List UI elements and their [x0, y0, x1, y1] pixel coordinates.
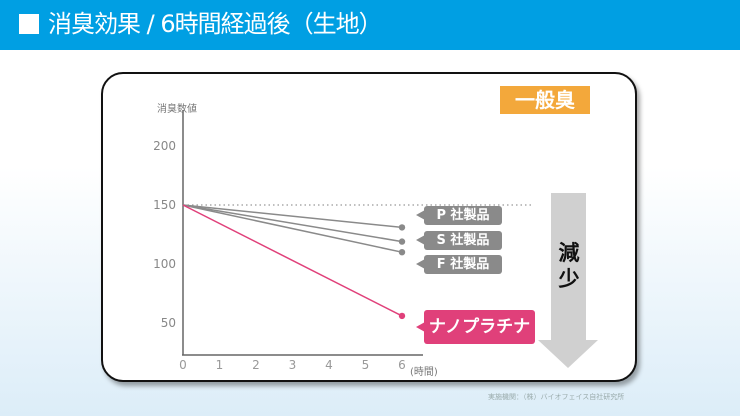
y-tick-label: 200: [153, 139, 176, 153]
series-line: [182, 204, 403, 243]
label-pointer: [416, 235, 425, 245]
label-pointer: [416, 259, 425, 269]
series-label-f: F 社製品: [424, 255, 502, 274]
label-pointer: [416, 322, 425, 332]
decrease-label: 減少: [558, 241, 580, 291]
x-tick-label: 1: [216, 358, 224, 372]
series-line: [182, 204, 403, 229]
x-tick-label: 6: [398, 358, 406, 372]
decrease-arrow-icon: [538, 193, 598, 368]
chart-card: [101, 72, 637, 382]
label-pointer: [416, 210, 425, 220]
y-tick-label: 100: [153, 257, 176, 271]
header-bar: 消臭効果 / 6時間経過後（生地）: [0, 0, 740, 50]
x-tick-label: 5: [362, 358, 370, 372]
series-endpoint: [398, 312, 406, 320]
y-tick-label: 50: [161, 316, 176, 330]
series-line: [182, 204, 403, 253]
y-axis-label: 消臭数値: [157, 102, 197, 115]
x-tick-label: 0: [179, 358, 187, 372]
credit-text: 実施機関：（株）バイオフェイス自社研究所: [488, 393, 625, 401]
series-endpoint: [398, 238, 406, 245]
x-tick-label: 3: [289, 358, 297, 372]
series-label-p: P 社製品: [424, 206, 502, 225]
odor-type-badge: 一般臭: [500, 86, 590, 114]
x-tick-label: 2: [252, 358, 260, 372]
x-tick-label: 4: [325, 358, 333, 372]
square-bullet-icon: [19, 14, 39, 34]
series-endpoint: [398, 249, 406, 256]
series-label-s: S 社製品: [424, 231, 502, 250]
series-line: [182, 204, 403, 317]
page-title: 消臭効果 / 6時間経過後（生地）: [48, 10, 383, 38]
series-label-nano: ナノプラチナ: [424, 310, 535, 344]
y-tick-label: 150: [153, 198, 176, 212]
x-axis-label: (時間): [410, 366, 438, 378]
series-endpoint: [398, 224, 406, 231]
